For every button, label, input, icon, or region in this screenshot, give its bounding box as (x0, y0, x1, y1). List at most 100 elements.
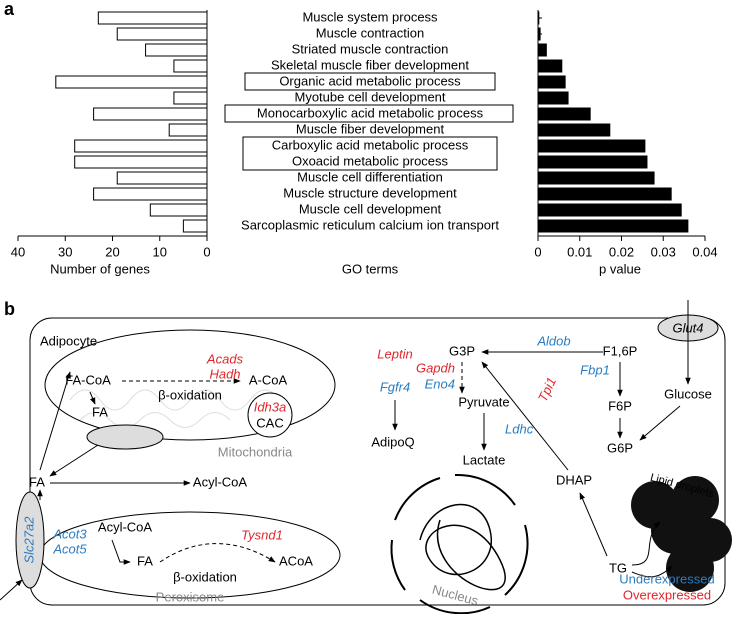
metabolite: DHAP (556, 472, 592, 487)
metabolite: Acyl-CoA (98, 519, 153, 534)
gene: Tysnd1 (241, 527, 283, 542)
bar (537, 91, 569, 105)
category-label: Muscle cell differentiation (297, 169, 443, 184)
x-tick-label: 0.04 (692, 244, 717, 259)
diagram: Adipocyte Acads Hadh FA-CoA A-CoA β-oxid… (0, 300, 732, 615)
bar (537, 155, 648, 169)
process: β-oxidation (158, 387, 222, 402)
gene: Idh3a (254, 399, 287, 414)
metabolite: Glucose (664, 386, 712, 401)
metabolite: G6P (607, 440, 633, 455)
bar (537, 203, 682, 217)
bar (537, 171, 655, 185)
gene: Leptin (377, 346, 412, 361)
category-label: Organic acid metabolic process (279, 73, 461, 88)
gene: Aldob (536, 333, 570, 348)
process: β-oxidation (173, 569, 237, 584)
bar (116, 171, 208, 185)
category-axis-label: GO terms (342, 261, 399, 276)
gene: Slc27a2 (21, 516, 36, 564)
bar (537, 75, 566, 89)
metabolite: F1,6P (603, 343, 638, 358)
bar (182, 219, 208, 233)
bar (537, 43, 547, 57)
bar (93, 107, 208, 121)
metabolite: Acyl-CoA (193, 474, 248, 489)
gene: Fbp1 (580, 362, 610, 377)
category-label: Muscle system process (302, 9, 438, 24)
metabolite: FA (92, 404, 108, 419)
metabolite: FA-CoA (65, 372, 111, 387)
gene: Acads (206, 351, 244, 366)
x-tick-label: 20 (105, 244, 119, 259)
gene: Hadh (209, 366, 240, 381)
bar (537, 139, 646, 153)
bar (537, 123, 611, 137)
bar (537, 107, 591, 121)
bar (537, 59, 563, 73)
bar (93, 187, 208, 201)
bar (74, 155, 208, 169)
bar (116, 27, 208, 41)
bar (173, 59, 208, 73)
legend-entry: Overexpressed (623, 587, 711, 602)
metabolite: TG (609, 560, 627, 575)
category-label: Sarcoplasmic reticulum calcium ion trans… (241, 217, 499, 232)
cell-membrane (29, 317, 726, 606)
metabolite: Pyruvate (458, 394, 509, 409)
metabolite: FA (29, 474, 45, 489)
category-label: Carboxylic acid metabolic process (272, 137, 469, 152)
category-label: Muscle fiber development (296, 121, 445, 136)
gene: Acot3 (52, 526, 87, 541)
lipid-droplets (631, 476, 732, 592)
term-boxes (224, 72, 514, 171)
cac-cycle (247, 392, 293, 438)
x-axis-label: p value (599, 261, 641, 276)
category-label: Skeletal muscle fiber development (271, 57, 469, 72)
bar (173, 91, 208, 105)
category-label: Oxoacid metabolic process (292, 153, 449, 168)
metabolite: G3P (449, 343, 475, 358)
x-tick-label: 0.02 (609, 244, 634, 259)
category-label: Muscle structure development (283, 185, 457, 200)
category-label: Muscle contraction (316, 25, 424, 40)
bar (145, 43, 208, 57)
x-tick-label: 10 (153, 244, 167, 259)
gene: Eno4 (425, 376, 455, 391)
term-box (242, 136, 498, 171)
bar (74, 139, 208, 153)
arrows (0, 300, 691, 601)
bar (537, 11, 540, 25)
nucleus-envelope (390, 473, 529, 615)
metabolite: Lactate (463, 452, 506, 467)
organelle-label: Nucleus (431, 582, 481, 609)
bar (537, 27, 541, 41)
category-label: Muscle cell development (299, 201, 442, 216)
gene: Acot5 (52, 541, 87, 556)
bar (537, 219, 689, 233)
transporter (86, 424, 164, 450)
category-label: Striated muscle contraction (292, 41, 449, 56)
x-axis-label: Number of genes (50, 261, 150, 276)
metabolite: FA (137, 553, 153, 568)
metabolite: F6P (608, 398, 632, 413)
category-label: Monocarboxylic acid metabolic process (257, 105, 484, 120)
cristae (69, 389, 281, 428)
metabolite: ACoA (279, 553, 313, 568)
x-tick-label: 0.01 (567, 244, 592, 259)
x-tick-label: 30 (58, 244, 72, 259)
bar (149, 203, 208, 217)
bar (168, 123, 208, 137)
gene: Glut4 (672, 320, 703, 335)
bar (97, 11, 208, 25)
metabolite: AdipoQ (371, 434, 414, 449)
panel-label: a (4, 0, 15, 19)
bar (55, 75, 208, 89)
term-box (224, 104, 514, 123)
legend-entry: Underexpressed (619, 571, 714, 586)
panel-label: b (4, 299, 15, 319)
organelle-label: Peroxisome (156, 589, 225, 604)
gene: Ldhc (505, 421, 534, 436)
x-tick-label: 0.03 (651, 244, 676, 259)
